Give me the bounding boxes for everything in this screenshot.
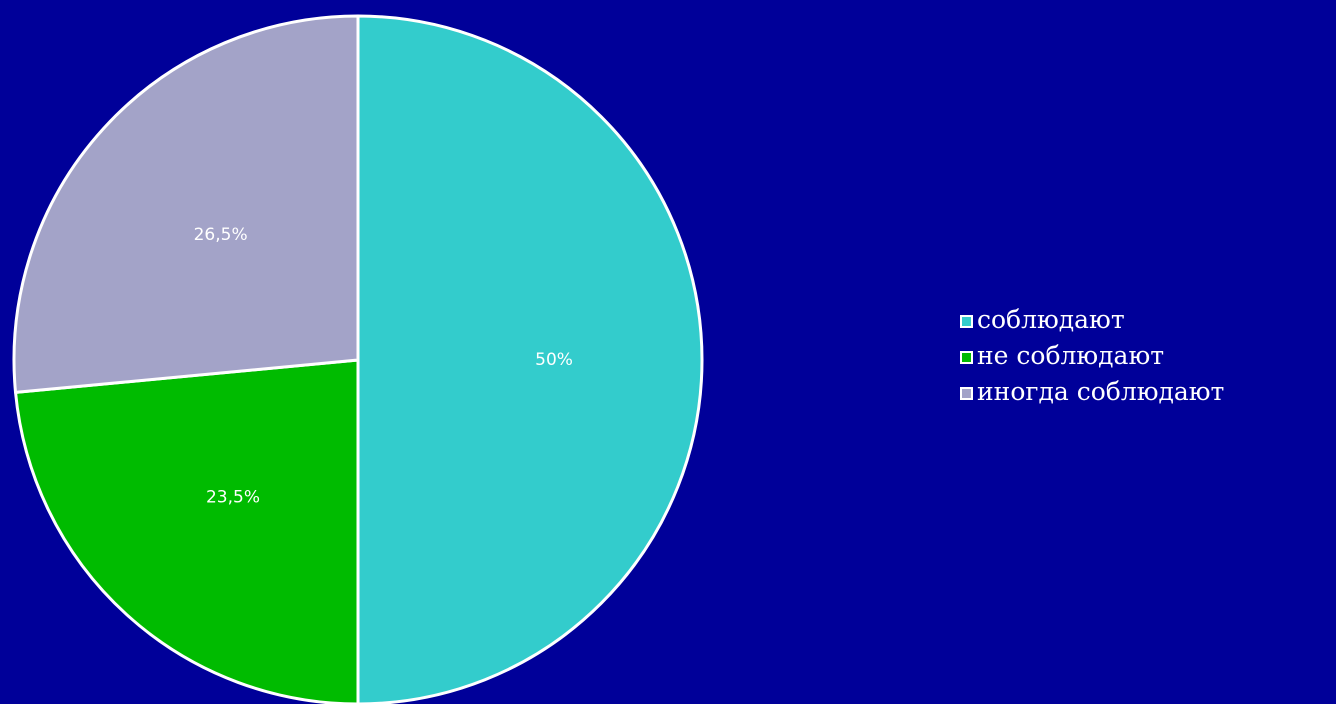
data-label-1: 23,5% <box>206 487 260 507</box>
pie-chart: 50% 23,5% 26,5% <box>12 14 704 704</box>
legend-label-2: иногда соблюдают <box>977 377 1225 406</box>
legend-swatch-0 <box>960 314 973 328</box>
pie-slice-1 <box>14 358 360 704</box>
legend: соблюдают не соблюдают иногда соблюдают <box>960 302 1224 410</box>
legend-item-1: не соблюдают <box>960 338 1224 374</box>
pie-slice-0 <box>356 14 704 704</box>
legend-label-0: соблюдают <box>977 305 1125 334</box>
pie-slice-2 <box>12 14 360 394</box>
legend-swatch-2 <box>960 386 973 400</box>
data-label-2: 26,5% <box>194 225 248 245</box>
legend-swatch-1 <box>960 350 973 364</box>
legend-label-1: не соблюдают <box>977 341 1165 370</box>
data-label-0: 50% <box>535 350 573 370</box>
legend-item-0: соблюдают <box>960 302 1224 338</box>
legend-item-2: иногда соблюдают <box>960 374 1224 410</box>
